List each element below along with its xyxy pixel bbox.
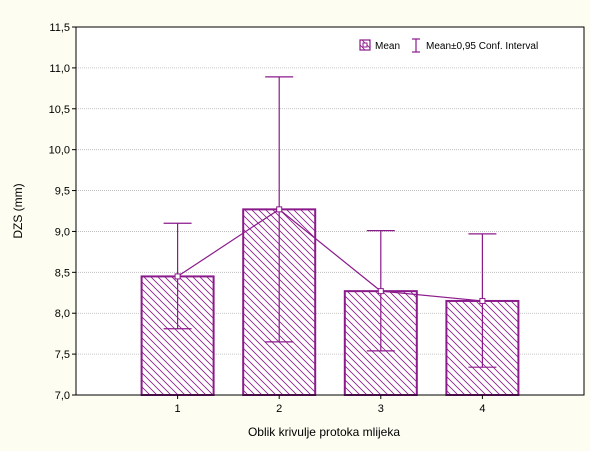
x-axis-label: Oblik krivulje protoka mlijeka	[248, 425, 400, 439]
y-tick-label: 10,5	[49, 104, 70, 116]
x-tick-label: 4	[479, 403, 485, 415]
legend-mean-marker	[363, 43, 367, 47]
y-tick-label: 9,0	[55, 226, 70, 238]
mean-marker	[378, 289, 383, 294]
x-tick-label: 1	[175, 403, 181, 415]
y-tick-label: 10,0	[49, 145, 70, 157]
legend-ci-label: Mean±0,95 Conf. Interval	[426, 41, 538, 52]
legend-mean-label: Mean	[375, 41, 400, 52]
legend: Mean Mean±0,95 Conf. Interval	[360, 39, 538, 52]
y-tick-label: 7,0	[55, 390, 70, 402]
y-tick-label: 7,5	[55, 349, 70, 361]
y-tick-label: 11,0	[49, 63, 70, 75]
y-tick-label: 9,5	[55, 186, 70, 198]
x-tick-label: 2	[276, 403, 282, 415]
y-tick-label: 11,5	[49, 22, 70, 34]
y-tick-label: 8,5	[55, 267, 70, 279]
mean-marker	[277, 207, 282, 212]
y-tick-label: 8,0	[55, 308, 70, 320]
x-tick-label: 3	[378, 403, 384, 415]
mean-marker	[480, 298, 485, 303]
mean-marker	[175, 274, 180, 279]
y-axis-label: DZS (mm)	[11, 183, 25, 238]
